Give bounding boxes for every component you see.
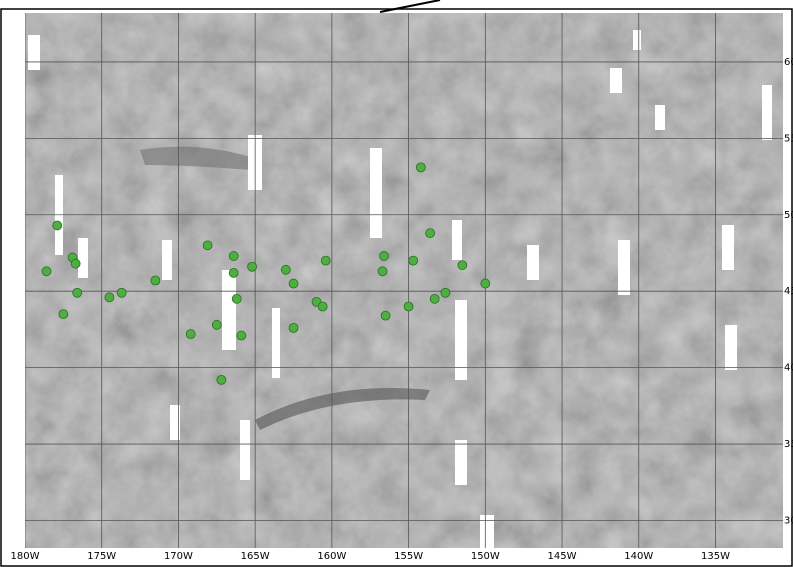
site-point: [409, 256, 418, 265]
y-tick-label: 55: [784, 133, 793, 144]
site-point: [381, 311, 390, 320]
site-point: [229, 252, 238, 261]
page: {"chart_data": { "type": "scatter", "x":…: [0, 0, 793, 567]
site-point: [203, 241, 212, 250]
data-gap: [722, 225, 734, 270]
site-point: [289, 279, 298, 288]
x-tick-label: 180W: [11, 551, 40, 562]
site-point: [458, 261, 467, 270]
data-gap: [222, 270, 236, 350]
y-tick-label: 60: [784, 57, 793, 68]
x-tick-label: 135W: [701, 551, 730, 562]
site-point: [430, 294, 439, 303]
x-tick-label: 175W: [87, 551, 116, 562]
site-point: [217, 375, 226, 384]
site-point: [481, 279, 490, 288]
site-point: [232, 294, 241, 303]
y-tick-label: 45: [784, 286, 793, 297]
data-gap: [28, 35, 40, 70]
y-tick-label: 50: [784, 210, 793, 221]
x-tick-label: 150W: [471, 551, 500, 562]
site-point: [380, 252, 389, 261]
data-gap: [240, 420, 250, 480]
data-gap: [480, 515, 494, 548]
site-point: [237, 331, 246, 340]
site-point: [416, 163, 425, 172]
data-gap: [455, 440, 467, 485]
data-gap: [633, 30, 641, 50]
x-tick-label: 140W: [624, 551, 653, 562]
data-gap: [527, 245, 539, 280]
data-gap: [452, 220, 462, 260]
data-gap: [655, 105, 665, 130]
x-tick-label: 160W: [317, 551, 346, 562]
site-point: [59, 310, 68, 319]
site-point: [441, 288, 450, 297]
data-gap: [162, 240, 172, 280]
site-point: [105, 293, 114, 302]
data-gap: [725, 325, 737, 370]
x-tick-label: 170W: [164, 551, 193, 562]
pointer-line: [380, 0, 440, 12]
site-point: [378, 267, 387, 276]
site-point: [321, 256, 330, 265]
site-point: [248, 262, 257, 271]
site-point: [318, 302, 327, 311]
data-gap: [762, 85, 772, 140]
site-point: [404, 302, 413, 311]
site-point: [426, 229, 435, 238]
site-point: [212, 320, 221, 329]
x-tick-label: 155W: [394, 551, 423, 562]
site-point: [281, 265, 290, 274]
data-gap: [610, 68, 622, 93]
site-point: [73, 288, 82, 297]
x-tick-label: 165W: [241, 551, 270, 562]
site-point: [151, 276, 160, 285]
site-point: [71, 259, 80, 268]
data-gap: [618, 240, 630, 295]
y-tick-label: 35: [784, 439, 793, 450]
map-view: 180W 175W 170W 165W 160W 155W 150W 145W 140W 135W…: [0, 0, 793, 567]
site-point: [229, 268, 238, 277]
data-gap: [78, 238, 88, 278]
map-layer: [25, 13, 783, 548]
site-point: [53, 221, 62, 230]
site-point: [186, 330, 195, 339]
site-point: [289, 323, 298, 332]
y-tick-label: 30: [784, 515, 793, 526]
x-tick-label: 145W: [548, 551, 577, 562]
terrain-texture: [25, 13, 783, 548]
site-point: [117, 288, 126, 297]
site-point: [42, 267, 51, 276]
data-gap: [370, 148, 382, 238]
y-tick-label: 40: [784, 363, 793, 374]
